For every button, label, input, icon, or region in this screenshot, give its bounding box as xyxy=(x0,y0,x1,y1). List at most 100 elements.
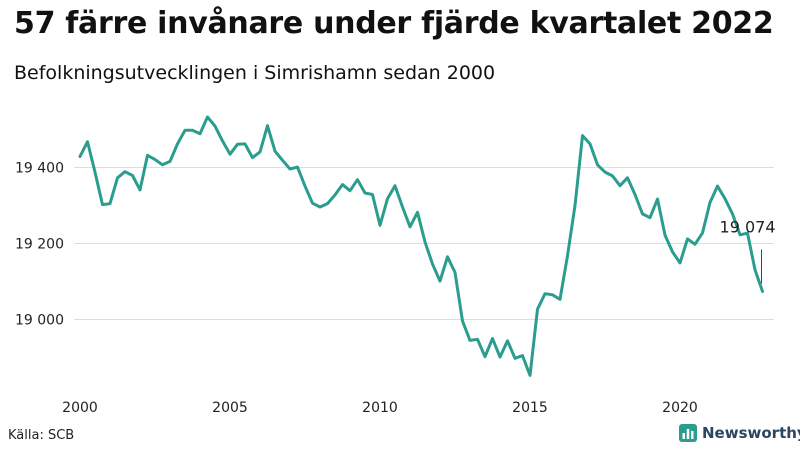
data-point xyxy=(468,338,472,342)
data-point xyxy=(153,158,157,162)
data-point xyxy=(566,254,570,258)
data-point xyxy=(341,183,345,187)
data-point xyxy=(311,201,315,205)
data-point xyxy=(191,128,195,132)
x-tick-label: 2015 xyxy=(512,400,548,416)
y-tick-label: 19 400 xyxy=(15,161,64,177)
data-point xyxy=(371,192,375,196)
data-point xyxy=(551,293,555,297)
data-point xyxy=(483,355,487,359)
brand[interactable]: Newsworthy xyxy=(679,424,800,442)
data-point xyxy=(693,242,697,246)
data-point xyxy=(243,142,247,146)
data-point xyxy=(131,173,135,177)
data-point xyxy=(521,354,525,358)
x-axis-tick-labels: 2000 2005 2010 2015 2020 xyxy=(62,400,698,416)
data-point xyxy=(618,184,622,188)
annotations: 19 074 xyxy=(720,217,776,284)
data-point xyxy=(686,237,690,241)
data-point xyxy=(663,233,667,237)
data-point xyxy=(108,202,112,206)
data-point xyxy=(281,158,285,162)
data-point xyxy=(558,297,562,301)
data-point xyxy=(438,279,442,283)
data-point xyxy=(416,210,420,214)
data-point xyxy=(648,216,652,220)
data-point xyxy=(446,255,450,259)
data-point xyxy=(123,170,127,174)
data-point xyxy=(671,250,675,254)
data-point xyxy=(633,192,637,196)
data-point xyxy=(93,170,97,174)
data-point xyxy=(168,159,172,163)
brand-name: Newsworthy xyxy=(702,424,800,442)
data-point xyxy=(716,184,720,188)
data-point xyxy=(731,212,735,216)
data-point xyxy=(198,132,202,136)
data-point xyxy=(378,223,382,227)
data-point xyxy=(476,337,480,341)
data-points xyxy=(78,115,765,377)
y-axis-tick-labels: 19 000 19 200 19 400 xyxy=(15,161,64,329)
data-point xyxy=(701,231,705,235)
data-point xyxy=(596,163,600,167)
y-tick-label: 19 000 xyxy=(15,313,64,329)
data-point xyxy=(221,139,225,143)
data-point xyxy=(288,167,292,171)
data-point xyxy=(393,184,397,188)
data-point xyxy=(453,270,457,274)
data-point xyxy=(146,153,150,157)
data-point xyxy=(461,319,465,323)
source-note: Källa: SCB xyxy=(8,428,75,443)
x-tick-label: 2000 xyxy=(62,400,98,416)
data-point xyxy=(498,355,502,359)
data-point xyxy=(626,176,630,180)
data-point xyxy=(491,337,495,341)
annotation-label: 19 074 xyxy=(720,217,776,236)
data-point xyxy=(258,150,262,154)
data-point xyxy=(611,174,615,178)
data-point xyxy=(348,189,352,193)
x-tick-label: 2020 xyxy=(662,400,698,416)
data-point xyxy=(296,165,300,169)
y-tick-label: 19 200 xyxy=(15,237,64,253)
data-point xyxy=(183,128,187,132)
x-tick-label: 2010 xyxy=(362,400,398,416)
data-point xyxy=(228,152,232,156)
data-point xyxy=(101,203,105,207)
x-tick-label: 2005 xyxy=(212,400,248,416)
population-series-line xyxy=(78,115,764,377)
chart-title: 57 färre invånare under fjärde kvartalet… xyxy=(14,6,774,41)
data-point xyxy=(513,356,517,360)
data-point xyxy=(761,289,765,293)
data-point xyxy=(431,262,435,266)
data-point xyxy=(423,240,427,244)
bar-chart-logo-icon xyxy=(679,424,697,442)
data-point xyxy=(386,197,390,201)
data-point xyxy=(641,212,645,216)
data-point xyxy=(138,188,142,192)
data-point xyxy=(528,373,532,377)
data-point xyxy=(363,191,367,195)
data-point xyxy=(581,134,585,138)
data-point xyxy=(176,142,180,146)
data-point xyxy=(213,124,217,128)
data-point xyxy=(266,124,270,128)
data-point xyxy=(603,170,607,174)
data-point xyxy=(401,205,405,209)
data-point xyxy=(723,197,727,201)
data-point xyxy=(303,184,307,188)
data-point xyxy=(86,140,90,144)
chart-subtitle: Befolkningsutvecklingen i Simrishamn sed… xyxy=(14,62,496,84)
data-point xyxy=(678,261,682,265)
data-point xyxy=(318,205,322,209)
data-point xyxy=(161,163,165,167)
data-point xyxy=(356,178,360,182)
data-point xyxy=(78,154,82,158)
data-point xyxy=(656,197,660,201)
data-point xyxy=(116,176,120,180)
data-point xyxy=(588,142,592,146)
data-point xyxy=(506,339,510,343)
data-point xyxy=(543,292,547,296)
